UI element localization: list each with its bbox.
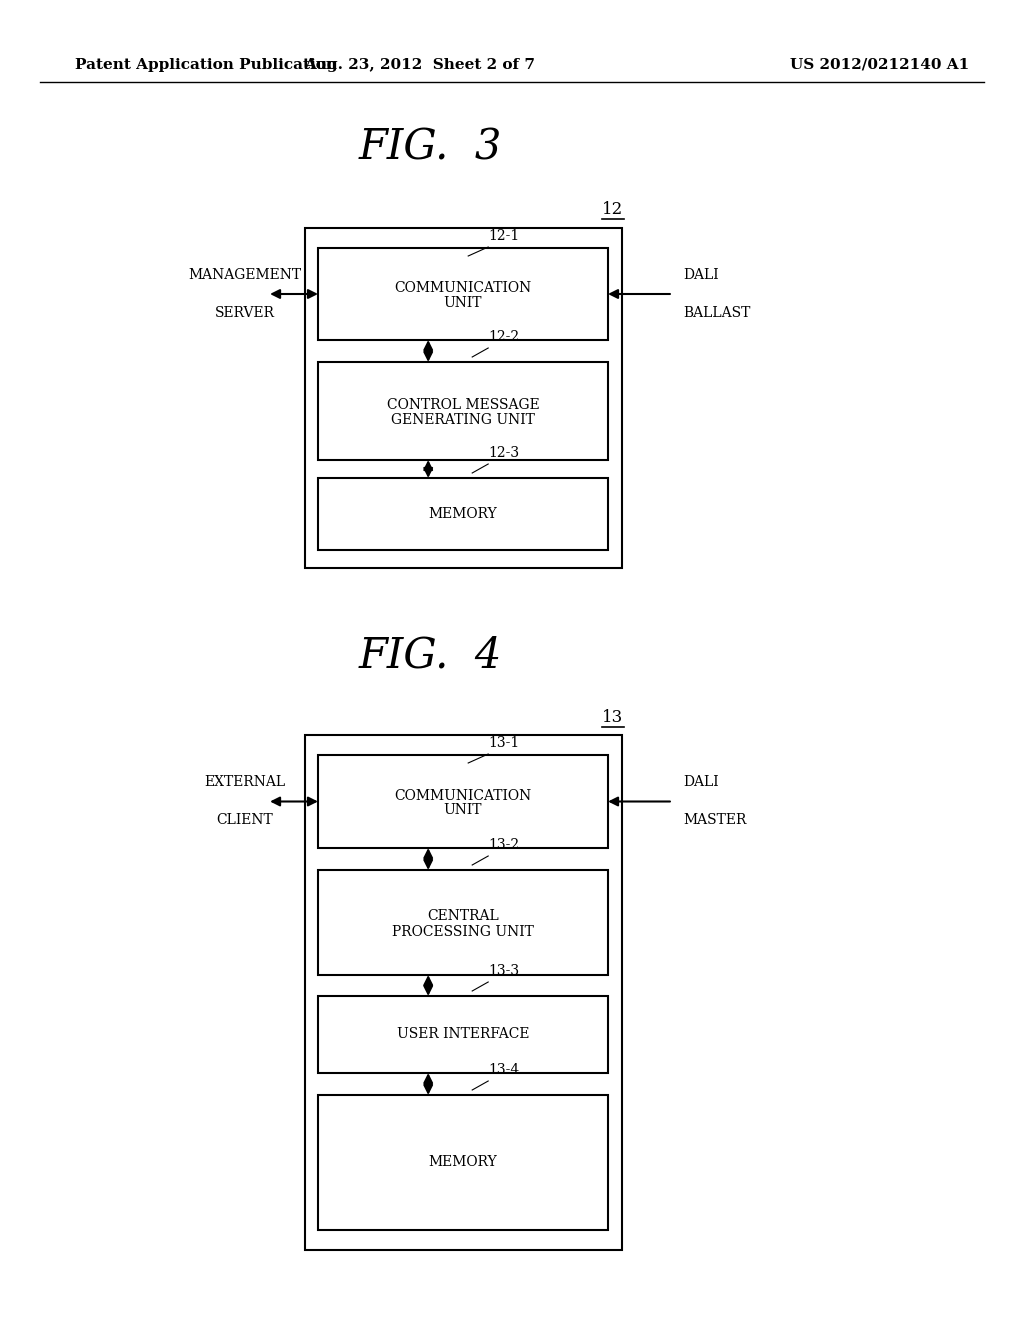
Bar	[318, 248, 608, 341]
Text: COMMUNICATION: COMMUNICATION	[394, 281, 531, 294]
Bar	[305, 228, 622, 568]
Text: COMMUNICATION: COMMUNICATION	[394, 788, 531, 803]
Text: MANAGEMENT: MANAGEMENT	[188, 268, 301, 282]
Text: 13: 13	[602, 710, 624, 726]
Text: 13-3: 13-3	[488, 964, 519, 978]
Bar	[318, 870, 608, 975]
Bar	[318, 755, 608, 847]
Text: MEMORY: MEMORY	[429, 507, 498, 521]
Text: MEMORY: MEMORY	[429, 1155, 498, 1170]
Text: BALLAST: BALLAST	[683, 306, 751, 319]
Text: EXTERNAL: EXTERNAL	[205, 776, 286, 789]
Bar	[318, 362, 608, 459]
Text: US 2012/0212140 A1: US 2012/0212140 A1	[791, 58, 970, 73]
Text: 12-3: 12-3	[488, 446, 519, 459]
Text: SERVER: SERVER	[215, 306, 275, 319]
Text: GENERATING UNIT: GENERATING UNIT	[391, 413, 535, 426]
Text: Patent Application Publication: Patent Application Publication	[75, 58, 337, 73]
Text: UNIT: UNIT	[443, 804, 482, 817]
Bar	[305, 735, 622, 1250]
Text: 12: 12	[602, 202, 624, 219]
Text: CONTROL MESSAGE: CONTROL MESSAGE	[387, 399, 540, 412]
Text: CLIENT: CLIENT	[217, 813, 273, 828]
Text: 13-4: 13-4	[488, 1063, 519, 1077]
Text: UNIT: UNIT	[443, 296, 482, 310]
Text: USER INTERFACE: USER INTERFACE	[396, 1027, 529, 1041]
Text: MASTER: MASTER	[683, 813, 746, 828]
Bar	[318, 478, 608, 550]
Text: DALI: DALI	[683, 268, 719, 282]
Text: Aug. 23, 2012  Sheet 2 of 7: Aug. 23, 2012 Sheet 2 of 7	[304, 58, 536, 73]
Bar	[318, 997, 608, 1073]
Text: 12-1: 12-1	[488, 228, 519, 243]
Text: 12-2: 12-2	[488, 330, 519, 345]
Text: CENTRAL: CENTRAL	[427, 909, 499, 924]
Text: DALI: DALI	[683, 776, 719, 789]
Text: 13-1: 13-1	[488, 737, 519, 750]
Text: PROCESSING UNIT: PROCESSING UNIT	[392, 924, 534, 939]
Text: 13-2: 13-2	[488, 838, 519, 851]
Text: FIG.  4: FIG. 4	[358, 634, 502, 676]
Bar	[318, 1096, 608, 1230]
Text: FIG.  3: FIG. 3	[358, 127, 502, 169]
